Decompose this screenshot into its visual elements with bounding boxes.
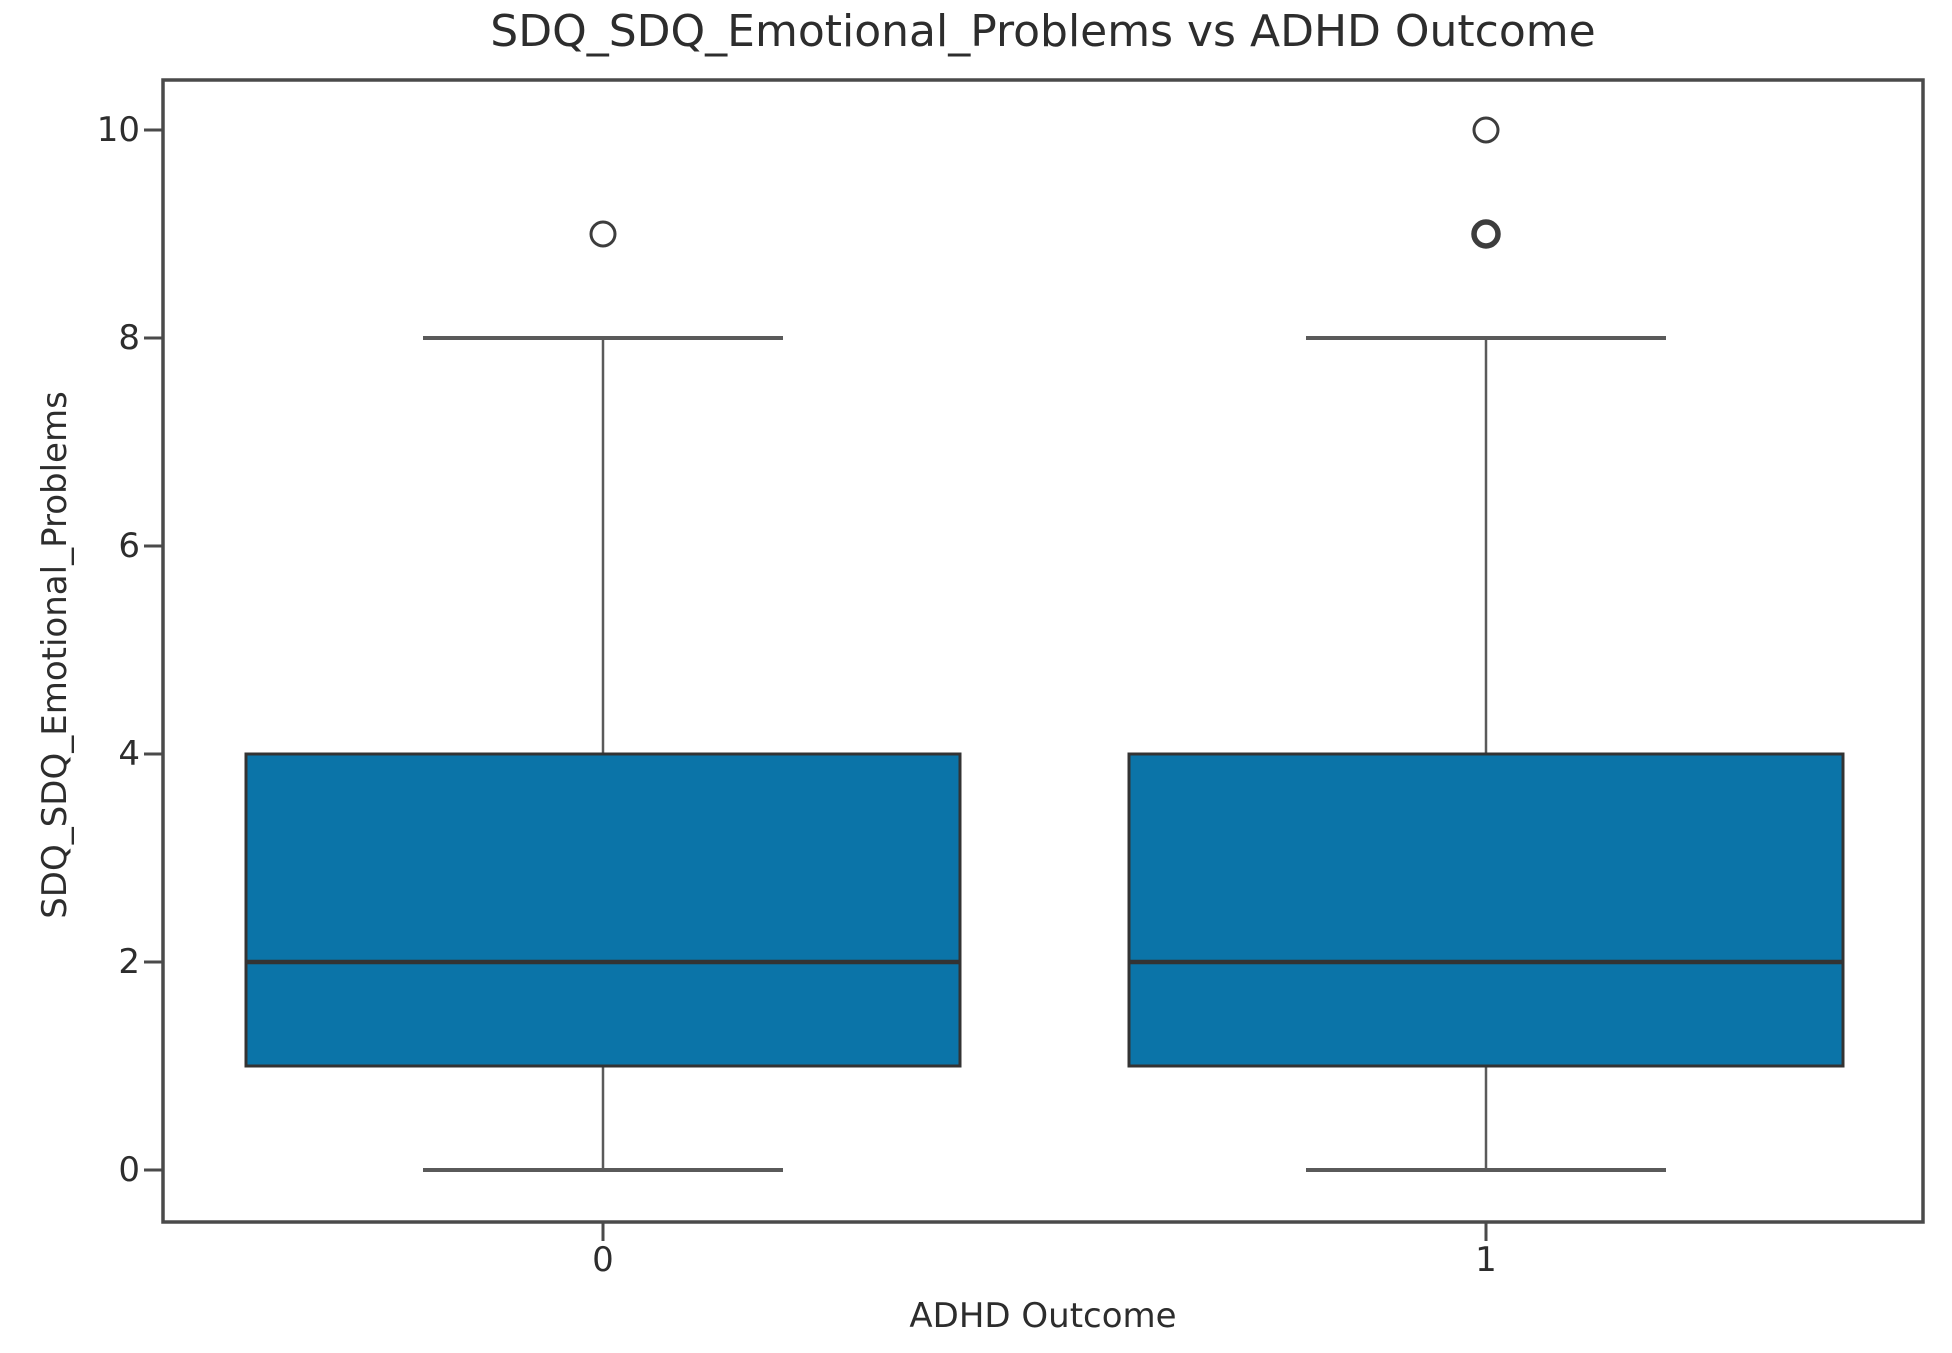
outlier-marker-group-1 bbox=[1472, 116, 1500, 144]
ytick-label-0: 0 bbox=[118, 1150, 140, 1190]
ytick-label-6: 6 bbox=[118, 526, 140, 566]
ytick-label-4: 4 bbox=[118, 734, 140, 774]
ytick-label-8: 8 bbox=[118, 318, 140, 358]
axes-frame bbox=[161, 78, 1925, 1224]
outlier-marker-group-1 bbox=[1471, 219, 1501, 249]
xtick-label-group-0: 0 bbox=[592, 1240, 614, 1280]
ytick-label-2: 2 bbox=[118, 942, 140, 982]
xtick-label-group-1: 1 bbox=[1475, 1240, 1497, 1280]
ytick-label-10: 10 bbox=[96, 110, 140, 150]
x-axis-label: ADHD Outcome bbox=[909, 1296, 1177, 1336]
box-group-0 bbox=[244, 752, 962, 1068]
chart-title: SDQ_SDQ_Emotional_Problems vs ADHD Outco… bbox=[490, 6, 1596, 57]
box-group-1 bbox=[1127, 752, 1845, 1068]
outlier-marker-group-0 bbox=[589, 220, 617, 248]
